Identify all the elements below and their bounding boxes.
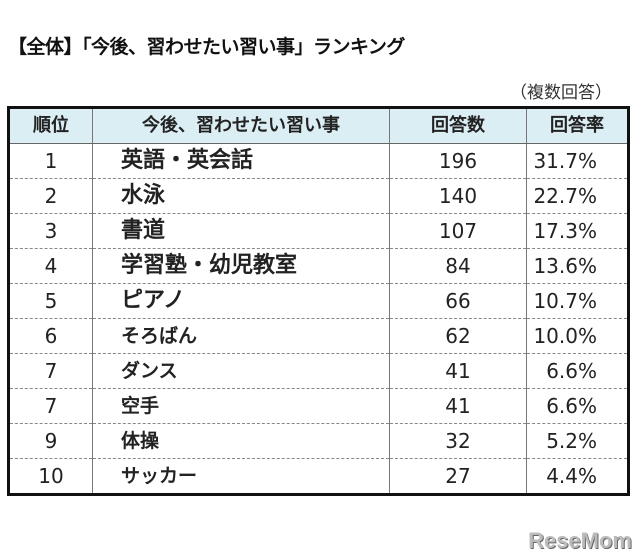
rate-cell: 6.6%: [526, 388, 629, 424]
table-row: 3 書道 107 17.3%: [8, 213, 629, 249]
item-cell: 英語・英会話: [92, 143, 390, 179]
header-count: 回答数: [389, 107, 527, 144]
count-cell: 196: [389, 143, 527, 179]
rank-cell: 6: [8, 318, 93, 354]
count-cell: 107: [389, 213, 527, 249]
item-cell: 空手: [92, 388, 390, 424]
page-title: 【全体】「今後、習わせたい習い事」ランキング: [8, 36, 405, 58]
ranking-table: 順位 今後、習わせたい習い事 回答数 回答率 1 英語・英会話 196 31.7% 2 水…: [7, 106, 630, 496]
resemom-watermark-logo: ReseMom: [528, 528, 632, 553]
count-cell: 140: [389, 178, 527, 214]
item-cell: 体操: [92, 423, 390, 459]
count-cell: 41: [389, 353, 527, 389]
header-item: 今後、習わせたい習い事: [92, 107, 390, 144]
rate-cell: 10.7%: [526, 283, 629, 319]
item-cell: ダンス: [92, 353, 390, 389]
rank-cell: 7: [8, 353, 93, 389]
item-cell: 書道: [92, 213, 390, 249]
multiple-answer-note: （複数回答）: [510, 83, 612, 103]
count-cell: 84: [389, 248, 527, 284]
rate-cell: 10.0%: [526, 318, 629, 354]
count-cell: 32: [389, 423, 527, 459]
rank-cell: 3: [8, 213, 93, 249]
count-cell: 62: [389, 318, 527, 354]
table-row: 10 サッカー 27 4.4%: [8, 458, 629, 495]
rank-cell: 5: [8, 283, 93, 319]
item-cell: ピアノ: [92, 283, 390, 319]
rate-cell: 13.6%: [526, 248, 629, 284]
table-row: 2 水泳 140 22.7%: [8, 178, 629, 214]
rate-cell: 22.7%: [526, 178, 629, 214]
rank-cell: 9: [8, 423, 93, 459]
rate-cell: 31.7%: [526, 143, 629, 179]
table-row: 9 体操 32 5.2%: [8, 423, 629, 459]
rank-cell: 2: [8, 178, 93, 214]
rate-cell: 6.6%: [526, 353, 629, 389]
count-cell: 27: [389, 458, 527, 495]
header-rate: 回答率: [526, 107, 629, 144]
table-row: 5 ピアノ 66 10.7%: [8, 283, 629, 319]
item-cell: 水泳: [92, 178, 390, 214]
rank-cell: 4: [8, 248, 93, 284]
rank-cell: 7: [8, 388, 93, 424]
table-row: 4 学習塾・幼児教室 84 13.6%: [8, 248, 629, 284]
item-cell: そろばん: [92, 318, 390, 354]
rank-cell: 1: [8, 143, 93, 179]
count-cell: 41: [389, 388, 527, 424]
table-row: 7 空手 41 6.6%: [8, 388, 629, 424]
rate-cell: 17.3%: [526, 213, 629, 249]
rank-cell: 10: [8, 458, 93, 495]
item-cell: サッカー: [92, 458, 390, 495]
rate-cell: 5.2%: [526, 423, 629, 459]
table-row: 6 そろばん 62 10.0%: [8, 318, 629, 354]
header-rank: 順位: [8, 107, 93, 144]
rate-cell: 4.4%: [526, 458, 629, 495]
count-cell: 66: [389, 283, 527, 319]
item-cell: 学習塾・幼児教室: [92, 248, 390, 284]
table-row: 7 ダンス 41 6.6%: [8, 353, 629, 389]
table-row: 1 英語・英会話 196 31.7%: [8, 143, 629, 179]
table-header-row: 順位 今後、習わせたい習い事 回答数 回答率: [8, 107, 629, 144]
